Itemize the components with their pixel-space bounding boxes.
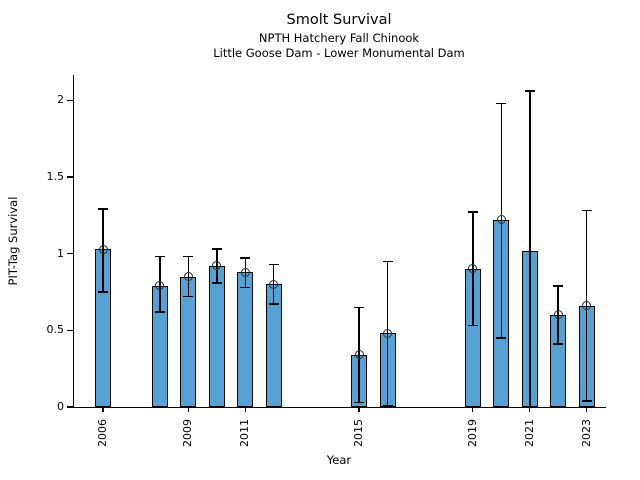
error-cap-high-2021: [524, 90, 535, 92]
y-axis-label: PIT-Tag Survival: [6, 196, 20, 286]
chart-subtitle-reach: Little Goose Dam - Lower Monumental Dam: [213, 46, 465, 60]
error-cap-high-2015: [354, 306, 365, 309]
point-marker-2020: [496, 215, 506, 225]
y-tick-label-0: 0: [57, 400, 64, 413]
y-tick-2: [67, 99, 74, 101]
x-tick-label-2015: 2015: [352, 419, 366, 447]
point-marker-2023: [582, 301, 592, 311]
x-tick-label-2006: 2006: [96, 419, 109, 447]
x-tick-label-2021: 2021: [522, 419, 536, 447]
y-tick-0.5: [67, 329, 74, 331]
point-marker-2006: [98, 244, 108, 254]
plot-area: 2006 2009 2011 2015 2019 2021 2023: [67, 75, 606, 447]
x-axis-label: Year: [326, 453, 352, 467]
error-cap-high-2009: [183, 255, 194, 258]
error-cap-high-2010: [211, 248, 222, 250]
error-cap-low-2006: [98, 291, 108, 293]
x-tick-label-2023: 2023: [579, 419, 593, 447]
point-marker-2012: [269, 279, 279, 289]
x-tick-2009: [187, 407, 189, 412]
error-cap-high-2006: [98, 208, 108, 210]
error-cap-high-2022: [553, 285, 564, 287]
error-cap-low-2016: [382, 404, 393, 407]
x-tick-2023: [586, 407, 588, 412]
point-marker-2022: [553, 310, 563, 320]
error-cap-low-2023: [581, 400, 592, 402]
x-tick-2019: [472, 407, 474, 412]
bar-2010: [208, 265, 225, 407]
point-marker-2010: [212, 261, 222, 271]
error-cap-high-2020: [496, 102, 507, 105]
y-tick-label-1: 1: [57, 246, 64, 260]
error-cap-low-2012: [268, 303, 279, 305]
error-cap-high-2023: [581, 209, 592, 212]
error-cap-low-2010: [211, 282, 222, 284]
y-tick-0: [67, 406, 74, 408]
point-marker-2019: [468, 264, 478, 274]
error-cap-low-2009: [183, 295, 194, 298]
y-tick-label-0.5: 0.5: [46, 323, 65, 337]
x-tick-2011: [244, 407, 246, 412]
point-marker-2016: [383, 328, 392, 338]
error-cap-high-2011: [240, 257, 251, 259]
error-cap-high-2019: [467, 211, 478, 213]
chart-subtitle-species: NPTH Hatchery Fall Chinook: [258, 31, 420, 45]
chart-title: Smolt Survival: [286, 12, 392, 28]
x-tick-label-2009: 2009: [181, 419, 195, 447]
error-cap-high-2012: [268, 263, 279, 266]
error-cap-low-2008: [154, 311, 165, 313]
error-cap-low-2011: [240, 286, 251, 289]
error-bar-2021: [529, 91, 531, 407]
x-tick-label-2019: 2019: [465, 419, 479, 447]
point-marker-2008: [155, 281, 165, 291]
x-tick-2006: [102, 407, 104, 412]
y-tick-label-2: 2: [57, 93, 64, 107]
error-cap-low-2015: [354, 401, 365, 404]
error-cap-low-2019: [467, 324, 478, 327]
point-marker-2009: [183, 272, 193, 282]
point-marker-2015: [354, 350, 364, 360]
y-tick-1.5: [67, 176, 74, 178]
error-cap-high-2016: [382, 260, 393, 263]
y-tick-1: [67, 253, 74, 255]
bar-2011: [237, 272, 254, 407]
y-tick-label-1.5: 1.5: [46, 169, 65, 183]
error-cap-low-2021: [524, 406, 535, 408]
point-marker-2011: [240, 267, 250, 277]
x-tick-2015: [358, 407, 360, 412]
x-tick-label-2011: 2011: [238, 419, 252, 447]
error-cap-low-2022: [553, 343, 564, 345]
x-tick-2021: [529, 407, 531, 412]
error-cap-high-2008: [154, 255, 165, 258]
error-cap-low-2020: [496, 337, 507, 339]
